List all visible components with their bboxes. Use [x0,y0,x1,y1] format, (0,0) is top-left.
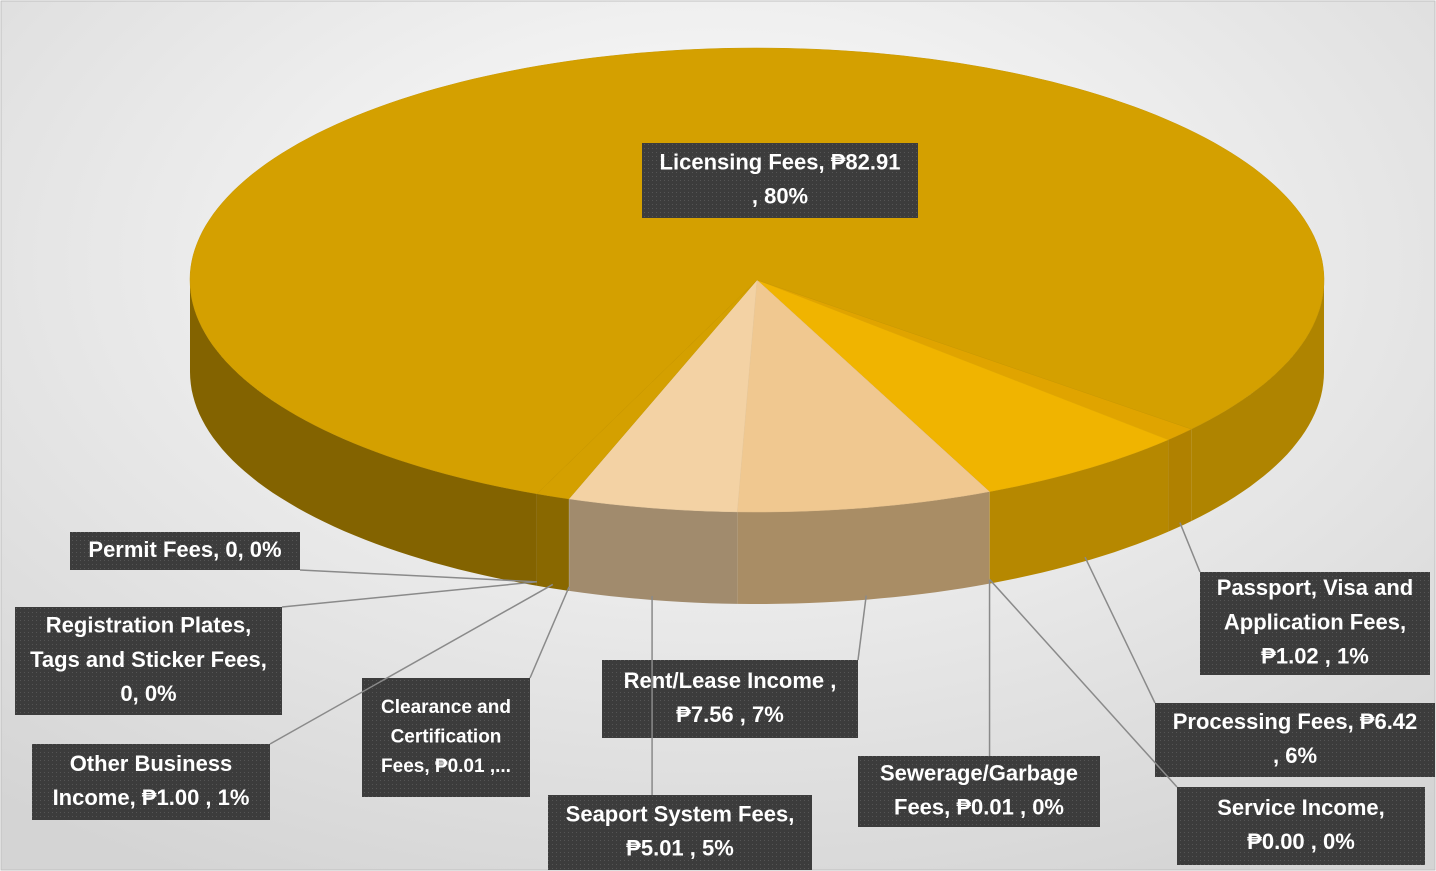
leader-line [281,581,538,608]
slice-side [737,491,990,604]
leader-line [989,579,1178,788]
data-label: Sewerage/Garbage [880,760,1078,785]
data-label-box [642,143,918,218]
data-label: ₱5.01 , 5% [626,835,734,860]
data-label: Permit Fees, 0, 0% [88,537,281,562]
leader-line [1179,522,1201,573]
data-label-box [362,678,530,797]
data-label-box [32,744,270,820]
data-label: Clearance and [381,697,511,718]
data-label: ₱0.00 , 0% [1247,829,1355,854]
data-label-box [548,795,812,870]
data-label: , 80% [752,183,808,208]
slice-side [190,280,537,586]
data-label: Fees, ₱0.01 , 0% [894,794,1064,819]
data-label: Certification [391,727,502,748]
leader-line [299,569,537,583]
data-label: Seaport System Fees, [566,801,795,826]
data-label-box [1155,703,1435,777]
slice-side [1168,429,1192,532]
data-label: 0, 0% [120,681,176,706]
data-label: Other Business [70,751,233,776]
data-label: Licensing Fees, ₱82.91 [660,149,901,174]
pie-sides [190,280,1324,604]
slice-side [1191,280,1324,522]
data-label: Application Fees, [1224,609,1406,634]
data-label-box [602,660,858,738]
data-label-box [1177,787,1425,865]
leader-line [269,583,554,745]
data-label: Registration Plates, [46,613,251,638]
slice [756,279,1169,492]
slice-side [536,493,569,591]
data-label: Service Income, [1217,795,1385,820]
data-label: Rent/Lease Income , [624,668,837,693]
slice-side [569,498,738,604]
data-label-box [15,607,282,715]
leader-line [529,586,570,679]
slice [189,47,1325,495]
data-label: ₱1.02 , 1% [1261,643,1369,668]
slice-side [989,439,1169,584]
data-label: , 6% [1273,743,1317,768]
leader-line [1084,556,1156,704]
slice [737,279,990,513]
data-label-box [70,532,300,570]
leader-line [857,595,867,661]
data-label: Fees, ₱0.01 ,... [381,756,511,777]
slice [568,279,758,513]
data-label: Income, ₱1.00 , 1% [53,785,250,810]
data-label-box [1200,572,1430,675]
data-label-box [858,756,1100,827]
data-label: Passport, Visa and [1217,575,1413,600]
data-label: ₱7.56 , 7% [676,702,784,727]
data-label: Tags and Sticker Fees, [30,647,267,672]
data-label: Processing Fees, ₱6.42 [1173,709,1418,734]
